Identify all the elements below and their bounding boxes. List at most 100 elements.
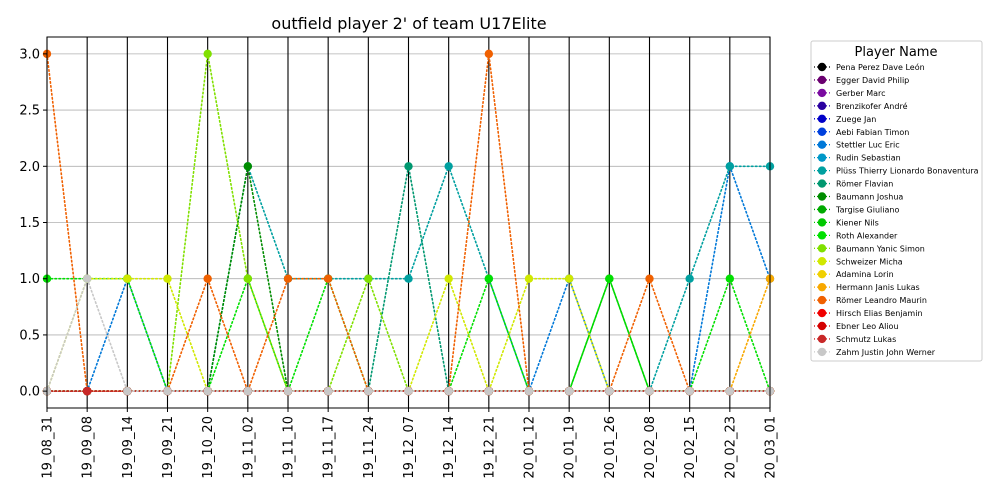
legend-entry: Brenzikofer André xyxy=(814,101,908,111)
data-point xyxy=(283,386,293,396)
x-tick-label: 19_10_20 xyxy=(201,416,216,479)
legend-entry: Baumann Joshua xyxy=(814,192,903,202)
legend-items: Pena Perez Dave León Egger David Philip Ge… xyxy=(814,62,979,357)
data-point xyxy=(163,386,172,396)
data-point xyxy=(444,386,453,396)
series-22 xyxy=(42,274,775,396)
legend-label: Rudin Sebastian xyxy=(836,154,901,163)
x-tick-label: 19_09_08 xyxy=(81,416,96,479)
legend-marker xyxy=(817,282,827,292)
legend-label: Brenzikofer André xyxy=(836,101,908,111)
legend-label: Schmutz Lukas xyxy=(836,335,896,344)
legend-marker xyxy=(817,88,827,98)
legend-title: Player Name xyxy=(855,45,938,60)
legend-marker xyxy=(817,153,827,162)
x-tick-label: 19_12_14 xyxy=(442,416,457,479)
data-point xyxy=(123,386,132,396)
legend-label: Plüss Thierry Lionardo Bonaventura xyxy=(836,167,979,176)
legend-label: Gerber Marc xyxy=(836,89,886,98)
x-tick-label: 19_12_07 xyxy=(402,416,417,479)
y-tick-label: 1.5 xyxy=(19,216,40,231)
data-point xyxy=(364,386,373,396)
legend-label: Stettler Luc Eric xyxy=(836,141,900,150)
x-tick-label: 19_09_21 xyxy=(161,416,176,479)
data-point xyxy=(685,274,694,283)
legend-entry: Hirsch Elias Benjamin xyxy=(814,308,923,318)
legend-marker xyxy=(817,75,827,85)
legend-entry: Pena Perez Dave León xyxy=(814,62,925,72)
legend-entry: Adamina Lorin xyxy=(814,270,894,279)
legend-label: Baumann Yanic Simon xyxy=(836,244,925,253)
legend-label: Targise Giuliano xyxy=(835,205,899,214)
y-axis: 0.0 0.5 1.0 1.5 2.0 2.5 3.0 xyxy=(19,47,47,400)
legend-entry: Schweizer Micha xyxy=(814,257,903,266)
legend-marker xyxy=(817,334,827,344)
legend-entry: Schmutz Lukas xyxy=(814,334,896,344)
legend-entry: Targise Giuliano xyxy=(814,205,899,214)
data-point xyxy=(243,274,253,283)
chart-title: outfield player 2' of team U17Elite xyxy=(271,14,546,33)
legend-entry: Ebner Leo Aliou xyxy=(814,321,899,331)
data-point xyxy=(243,386,253,396)
data-point xyxy=(645,274,654,283)
data-point xyxy=(725,274,735,283)
legend-entry: Zuege Jan xyxy=(814,114,876,124)
x-tick-label: 19_11_10 xyxy=(282,416,297,479)
legend-marker xyxy=(817,127,827,136)
legend-label: Pena Perez Dave León xyxy=(836,62,925,72)
data-point xyxy=(725,386,735,396)
data-point xyxy=(323,274,333,283)
grid-lines xyxy=(46,37,771,408)
legend-label: Hermann Janis Lukas xyxy=(836,283,920,292)
legend-marker xyxy=(817,179,827,188)
data-point xyxy=(404,162,413,171)
x-tick-label: 20_01_19 xyxy=(563,416,578,479)
legend-entry: Zahm Justin John Werner xyxy=(814,347,936,357)
legend-marker xyxy=(817,244,827,253)
legend-marker xyxy=(817,347,827,357)
x-tick-label: 19_11_17 xyxy=(322,416,337,479)
legend-marker xyxy=(817,166,827,175)
legend-label: Zuege Jan xyxy=(836,115,876,124)
x-tick-label: 19_11_02 xyxy=(241,416,256,479)
x-tick-label: 20_02_15 xyxy=(683,416,698,479)
y-tick-label: 2.5 xyxy=(19,104,40,119)
legend-entry: Aebi Fabian Timon xyxy=(814,127,909,137)
data-point xyxy=(283,274,293,283)
data-point xyxy=(203,386,212,396)
legend-marker xyxy=(817,205,827,214)
legend-label: Schweizer Micha xyxy=(836,257,903,266)
legend-label: Adamina Lorin xyxy=(836,270,894,279)
y-tick-label: 0.5 xyxy=(19,328,40,343)
legend-marker xyxy=(817,62,827,72)
legend-entry: Baumann Yanic Simon xyxy=(814,244,925,253)
data-point xyxy=(444,162,453,171)
legend-label: Baumann Joshua xyxy=(836,193,903,202)
legend-label: Aebi Fabian Timon xyxy=(836,128,909,137)
legend-marker xyxy=(817,192,827,201)
data-point xyxy=(123,274,132,283)
data-point xyxy=(524,274,534,283)
data-point xyxy=(524,386,534,396)
data-point xyxy=(203,49,212,59)
legend-entry: Römer Leandro Maurin xyxy=(814,295,927,305)
legend-label: Kiener Nils xyxy=(836,218,879,227)
data-point xyxy=(404,274,413,283)
legend-entry: Römer Flavian xyxy=(814,179,893,189)
data-point xyxy=(163,274,172,283)
legend-entry: Gerber Marc xyxy=(814,88,886,98)
data-point xyxy=(203,274,212,283)
legend-label: Roth Alexander xyxy=(836,231,898,240)
legend-marker xyxy=(817,295,827,305)
data-point xyxy=(725,162,735,171)
data-point xyxy=(605,274,614,283)
data-point xyxy=(605,386,614,396)
legend-marker xyxy=(817,101,827,111)
data-point xyxy=(484,274,494,283)
legend-marker xyxy=(817,308,827,318)
data-point xyxy=(484,386,494,396)
legend-entry: Hermann Janis Lukas xyxy=(814,282,920,292)
legend-marker xyxy=(817,257,827,266)
legend-entry: Rudin Sebastian xyxy=(814,153,901,163)
data-point xyxy=(243,162,253,171)
